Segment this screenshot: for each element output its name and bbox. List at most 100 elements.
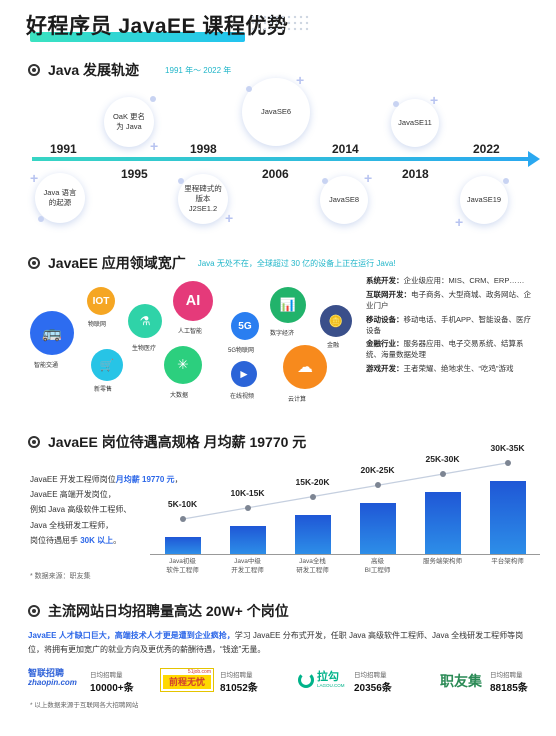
field-desc: 移动电话、手机APP、智能设备、医疗设备 — [366, 314, 532, 335]
site-stat-label: 日均招聘量 — [354, 672, 387, 679]
milestone-text: JavaSE11 — [398, 118, 432, 128]
page-title: 好程序员 JavaEE 课程优势 — [26, 15, 289, 38]
chart-value-label: 20K-25K — [360, 465, 395, 476]
app-icon-label: 金融 — [327, 343, 340, 349]
milestone-text: OaK 更名为 Java — [112, 112, 146, 131]
logo-subtext: LAGOU.COM — [317, 683, 345, 688]
salary-line-text: JavaEE 高端开发岗位， — [30, 490, 116, 500]
chart-bar — [164, 537, 201, 554]
milestone-text: JavaSE6 — [260, 107, 292, 117]
footer-note: * 以上数据来源于互联网各大招聘网站 — [30, 702, 139, 709]
app-icon-label: 新零售 — [94, 387, 113, 393]
milestone-bubble: JavaSE11 — [391, 99, 439, 147]
milestone-text: JavaSE8 — [328, 195, 360, 205]
timeline-line — [32, 157, 537, 161]
site-stat-value: 20356条 — [354, 683, 392, 694]
field-name: 金融行业： — [366, 339, 404, 349]
field-desc: 服务器应用、电子交易系统、结算系统、海量数据处理 — [366, 339, 524, 360]
milestone-text: 里程碑式的版本 J2SE1.2 — [184, 184, 222, 213]
lagou-mark-icon — [298, 672, 314, 688]
salary-source-note: * 数据来源：职友集 — [30, 573, 91, 580]
salary-line-end: ， — [174, 475, 183, 484]
salary-line-text: 例如 Java 高级软件工程师、 — [30, 505, 132, 515]
chart-category-label: Java全栈 研发工程师 — [296, 558, 329, 574]
salary-line-text: JavaEE 开发工程师岗位 — [30, 475, 116, 484]
chart-value-label: 5K-10K — [167, 499, 198, 510]
chart-value-label: 30K-35K — [490, 442, 525, 453]
app-icon: 🪙 — [320, 305, 352, 337]
site-stat: 日均招聘量 88185条 — [490, 669, 528, 694]
chart-category-label: 服务端架构师 — [423, 558, 462, 565]
milestone-bubble: JavaSE8 — [320, 176, 368, 224]
plus-icon: + — [296, 72, 305, 88]
app-icon-label: 人工智能 — [178, 329, 203, 335]
chart-value-label: 10K-15K — [230, 487, 265, 498]
plus-icon: + — [225, 210, 234, 226]
51job-logo: 51job.com 前程无忧 — [160, 668, 214, 692]
site-stat: 日均招聘量 10000+条 — [90, 669, 134, 694]
app-icon: 🛒 — [91, 349, 123, 381]
plus-icon: + — [455, 214, 464, 230]
app-icon: ✳ — [164, 346, 202, 384]
history-heading: Java 发展轨迹 1991 年～ 2022 年 — [28, 60, 231, 80]
apps-heading: JavaEE 应用领域宽广 Java 无处不在，全球超过 30 亿的设备上正在运… — [28, 253, 396, 273]
zhiyouji-logo: 职友集 — [440, 673, 482, 689]
timeline-year: 1995 — [121, 167, 148, 181]
chart-bar — [424, 492, 461, 554]
milestone-bubble: OaK 更名为 Java — [104, 97, 154, 147]
decorative-dots — [250, 14, 310, 32]
lagou-logo: 拉勾 LAGOU.COM — [298, 668, 350, 692]
chart-trend-point — [244, 504, 251, 511]
chart-trend-line — [182, 462, 508, 520]
app-icon: AI — [173, 281, 213, 321]
logo-subtext: zhaopin.com — [28, 678, 77, 687]
chart-category-label: 平台架构师 — [491, 558, 524, 565]
bullet-ring-icon — [28, 436, 40, 448]
app-icon-label: 5G物联网 — [228, 348, 255, 354]
salary-text: JavaEE 开发工程师岗位月均薪 19770 元， JavaEE 高端开发岗位… — [30, 472, 183, 548]
chart-bar — [489, 480, 526, 554]
bullet-ring-icon — [28, 64, 40, 76]
bullet-ring-icon — [28, 257, 40, 269]
salary-heading-text: JavaEE 岗位待遇高规格 月均薪 19770 元 — [48, 434, 307, 450]
logo-subtext: 51job.com — [187, 669, 211, 675]
site-stat-value: 88185条 — [490, 683, 528, 694]
site-stat-value: 10000+条 — [90, 683, 134, 694]
chart-category-label: Java初级 软件工程师 — [166, 558, 199, 574]
app-icon: ▶ — [231, 361, 257, 387]
app-icon-label: 云计算 — [288, 397, 307, 403]
decor-dot — [322, 178, 328, 184]
salary-line: Java 全栈研发工程师， — [30, 518, 183, 533]
bullet-ring-icon — [28, 605, 40, 617]
app-icon: 5G — [231, 312, 259, 340]
milestone-bubble: JavaSE6 — [242, 78, 310, 146]
salary-line-text: 岗位待遇屈手 — [30, 535, 81, 545]
plus-icon: + — [364, 170, 373, 186]
timeline-year: 2006 — [262, 167, 289, 181]
app-field-item: 互联网开发：电子商务、大型商城、政务网站、企业门户 — [366, 290, 536, 312]
zhaopin-logo: 智联招聘 zhaopin.com — [28, 669, 86, 691]
jobs-heading: 主流网站日均招聘量高达 20W+ 个岗位 — [28, 601, 289, 621]
app-icon-label: 生物医疗 — [132, 346, 157, 352]
jobs-heading-text: 主流网站日均招聘量高达 20W+ 个岗位 — [48, 603, 289, 619]
logo-text: 拉勾 — [317, 671, 339, 683]
jobs-desc-highlight: JavaEE 人才缺口巨大，高端技术人才更是遭到企业疯抢， — [28, 631, 235, 640]
history-heading-text: Java 发展轨迹 — [48, 62, 140, 78]
timeline-arrow-icon — [528, 151, 540, 167]
timeline-year: 1998 — [190, 142, 217, 156]
decor-dot — [246, 86, 252, 92]
app-icon-label: 智能交通 — [34, 363, 59, 369]
app-icon: ⚗ — [128, 304, 162, 338]
page-title-block: 好程序员 JavaEE 课程优势 — [26, 10, 289, 42]
chart-value-label: 25K-30K — [425, 454, 460, 465]
site-stat-label: 日均招聘量 — [90, 672, 123, 679]
apps-subheading: Java 无处不在，全球超过 30 亿的设备上正在运行 Java! — [197, 258, 396, 268]
title-highlight — [30, 32, 245, 42]
app-field-item: 移动设备：移动电话、手机APP、智能设备、医疗设备 — [366, 315, 536, 337]
plus-icon: + — [150, 138, 159, 154]
app-icon: IOT — [87, 287, 115, 315]
field-desc: 企业级应用：MIS、CRM、ERP…… — [403, 276, 525, 285]
milestone-bubble: JavaSE19 — [460, 176, 508, 224]
decor-dot — [503, 178, 509, 184]
chart-trend-point — [309, 493, 316, 500]
